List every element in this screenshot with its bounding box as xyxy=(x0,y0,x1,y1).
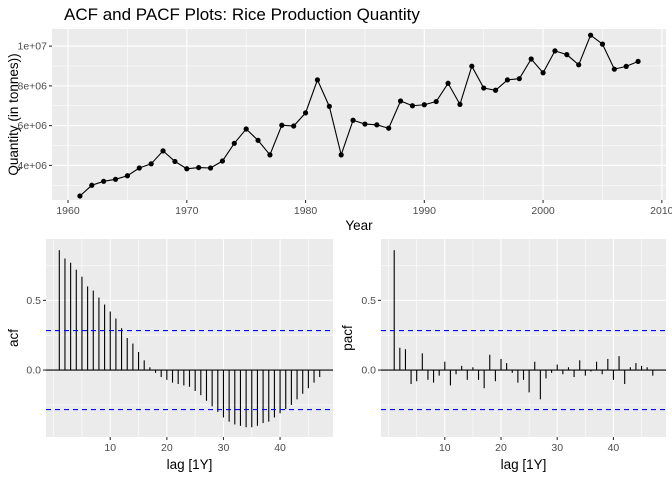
production-point xyxy=(112,176,119,182)
time-series-x-tick-label: 2010 xyxy=(650,205,672,217)
acf-y-tick-label: 0.0 xyxy=(26,365,41,377)
production-point xyxy=(457,101,463,107)
production-point xyxy=(481,85,487,91)
pacf-panel xyxy=(381,239,666,437)
production-point xyxy=(136,165,142,171)
production-point xyxy=(207,165,214,171)
time-series-layer: 1960 1970 1980 1990 2000 2010 4e+06 6e+06 8e+06 1… xyxy=(18,29,672,217)
acf-panel xyxy=(46,239,333,437)
time-series-y-axis-title: Quantity (in tonnes)) xyxy=(6,53,21,175)
acf-y-axis-title: acf xyxy=(6,329,21,347)
acf-y-tick-label: 0.5 xyxy=(26,295,41,307)
time-series-y-tick-label: 1e+07 xyxy=(18,41,48,53)
production-point xyxy=(599,41,606,47)
production-point xyxy=(623,63,629,69)
production-point xyxy=(302,110,309,116)
acf-x-tick-label: 40 xyxy=(274,442,286,454)
production-point xyxy=(386,125,392,131)
pacf-y-axis-title: pacf xyxy=(340,325,355,351)
acf-x-tick-label: 10 xyxy=(104,442,116,454)
production-point xyxy=(469,63,475,69)
production-point xyxy=(445,80,451,86)
production-line xyxy=(79,34,639,197)
pacf-y-tick-label: 0.0 xyxy=(361,365,376,377)
time-series-y-tick-label: 8e+06 xyxy=(18,80,48,92)
production-point xyxy=(587,32,594,38)
production-point xyxy=(540,70,546,76)
pacf-y-tick-label: 0.5 xyxy=(361,295,376,307)
time-series-y-tick-label: 6e+06 xyxy=(18,120,48,132)
production-point xyxy=(350,117,356,123)
production-point xyxy=(492,87,499,93)
production-point xyxy=(89,182,95,188)
time-series-y-tick-label: 4e+06 xyxy=(18,160,48,172)
plot-title: ACF and PACF Plots: Rice Production Quan… xyxy=(64,5,420,24)
production-point xyxy=(576,62,582,68)
acf-x-axis-title: lag [1Y] xyxy=(167,457,213,472)
time-series-x-axis-title: Year xyxy=(345,218,373,233)
production-point xyxy=(196,164,202,171)
acf-x-tick-label: 20 xyxy=(161,442,173,454)
pacf-x-tick-label: 10 xyxy=(439,442,451,454)
time-series-x-tick-label: 2000 xyxy=(531,205,555,217)
production-point xyxy=(564,52,570,58)
production-point xyxy=(255,137,261,143)
production-point xyxy=(160,148,166,154)
pacf-x-tick-label: 20 xyxy=(495,442,507,454)
production-point xyxy=(291,123,297,129)
production-point xyxy=(397,98,404,104)
acf-layer: 10 20 30 40 0.0 0.5 xyxy=(26,239,333,454)
production-point xyxy=(101,178,107,184)
production-point xyxy=(374,122,380,128)
production-point xyxy=(267,152,273,158)
production-point xyxy=(552,48,558,54)
production-point xyxy=(172,158,178,165)
time-series-x-tick-label: 1970 xyxy=(175,205,199,217)
time-series-x-tick-label: 1980 xyxy=(294,205,318,217)
production-point xyxy=(421,102,427,108)
production-point xyxy=(243,126,249,132)
pacf-x-tick-label: 30 xyxy=(551,442,563,454)
production-point xyxy=(326,103,332,109)
production-point xyxy=(504,77,511,83)
production-point xyxy=(635,58,641,65)
time-series-x-tick-label: 1990 xyxy=(413,205,437,217)
production-point xyxy=(528,56,534,62)
production-point xyxy=(338,152,344,158)
production-point xyxy=(314,77,321,83)
production-point xyxy=(433,98,439,105)
production-point xyxy=(231,140,237,146)
production-point xyxy=(184,166,190,172)
pacf-x-axis-title: lag [1Y] xyxy=(501,457,547,472)
time-series-panel xyxy=(52,29,666,200)
production-point xyxy=(611,66,617,72)
production-point xyxy=(148,161,154,167)
production-point xyxy=(409,103,416,109)
production-point xyxy=(219,158,226,164)
acf-x-tick-label: 30 xyxy=(218,442,230,454)
time-series-x-tick-label: 1960 xyxy=(56,205,80,217)
production-point xyxy=(279,122,285,128)
production-point xyxy=(124,173,131,179)
pacf-layer: 10 20 30 40 0.0 0.5 xyxy=(361,239,666,454)
production-point xyxy=(362,121,368,127)
production-point xyxy=(77,193,83,199)
pacf-x-tick-label: 40 xyxy=(608,442,620,454)
production-point xyxy=(516,76,522,82)
